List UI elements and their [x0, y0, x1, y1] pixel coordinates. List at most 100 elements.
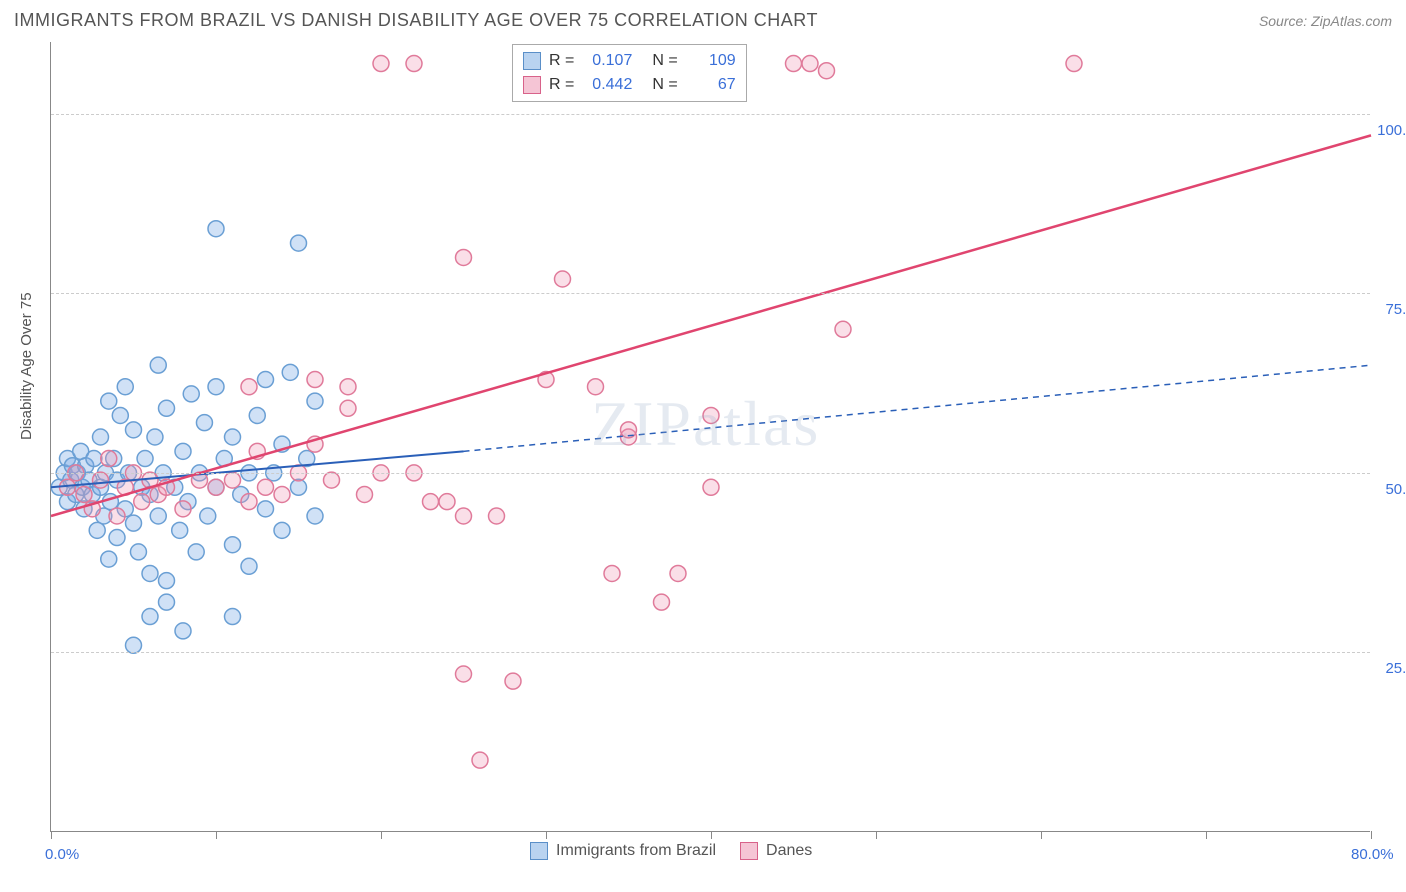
legend-r-value: 0.107	[582, 52, 632, 70]
data-point	[101, 451, 117, 467]
x-tick	[711, 831, 712, 839]
data-point	[282, 364, 298, 380]
data-point	[307, 393, 323, 409]
data-point	[126, 422, 142, 438]
correlation-legend: R =0.107N =109R =0.442N =67	[512, 44, 747, 102]
data-point	[703, 407, 719, 423]
data-point	[225, 472, 241, 488]
data-point	[241, 558, 257, 574]
data-point	[340, 400, 356, 416]
data-point	[307, 372, 323, 388]
data-point	[604, 565, 620, 581]
data-point	[200, 508, 216, 524]
gridline	[51, 473, 1370, 474]
legend-swatch	[740, 842, 758, 860]
data-point	[258, 372, 274, 388]
data-point	[406, 56, 422, 72]
x-tick	[1206, 831, 1207, 839]
data-point	[183, 386, 199, 402]
data-point	[130, 544, 146, 560]
y-axis-title: Disability Age Over 75	[18, 292, 35, 440]
legend-label: Danes	[766, 842, 812, 860]
data-point	[225, 537, 241, 553]
data-point	[109, 530, 125, 546]
data-point	[208, 479, 224, 495]
data-point	[291, 235, 307, 251]
legend-row: R =0.442N =67	[523, 73, 736, 97]
legend-n-label: N =	[652, 76, 677, 94]
data-point	[175, 443, 191, 459]
x-tick	[381, 831, 382, 839]
data-point	[274, 522, 290, 538]
data-point	[274, 486, 290, 502]
data-point	[588, 379, 604, 395]
data-point	[112, 407, 128, 423]
data-point	[423, 494, 439, 510]
data-point	[159, 594, 175, 610]
data-point	[439, 494, 455, 510]
y-tick-label: 25.0%	[1385, 660, 1406, 677]
data-point	[142, 609, 158, 625]
data-point	[835, 321, 851, 337]
data-point	[93, 472, 109, 488]
gridline	[51, 293, 1370, 294]
data-point	[126, 515, 142, 531]
legend-swatch	[523, 52, 541, 70]
chart-source: Source: ZipAtlas.com	[1259, 13, 1392, 29]
data-point	[196, 415, 212, 431]
legend-r-label: R =	[549, 52, 574, 70]
data-point	[291, 479, 307, 495]
trend-line-extension	[464, 365, 1372, 451]
data-point	[249, 407, 265, 423]
data-point	[175, 623, 191, 639]
data-point	[159, 573, 175, 589]
data-point	[225, 609, 241, 625]
legend-swatch	[523, 76, 541, 94]
data-point	[172, 522, 188, 538]
legend-item: Danes	[740, 842, 812, 860]
x-tick-label: 80.0%	[1351, 846, 1394, 863]
legend-swatch	[530, 842, 548, 860]
data-point	[307, 508, 323, 524]
data-point	[456, 666, 472, 682]
data-point	[819, 63, 835, 79]
x-tick	[1041, 831, 1042, 839]
data-point	[76, 486, 92, 502]
data-point	[456, 249, 472, 265]
data-point	[101, 551, 117, 567]
x-tick	[216, 831, 217, 839]
x-tick	[51, 831, 52, 839]
data-point	[188, 544, 204, 560]
data-point	[489, 508, 505, 524]
data-point	[373, 56, 389, 72]
data-point	[175, 501, 191, 517]
legend-row: R =0.107N =109	[523, 49, 736, 73]
data-point	[505, 673, 521, 689]
legend-n-value: 67	[686, 76, 736, 94]
series-legend: Immigrants from Brazil Danes	[530, 842, 812, 860]
data-point	[258, 501, 274, 517]
data-point	[472, 752, 488, 768]
data-point	[802, 56, 818, 72]
gridline	[51, 652, 1370, 653]
data-point	[703, 479, 719, 495]
data-point	[150, 357, 166, 373]
y-tick-label: 75.0%	[1385, 301, 1406, 318]
data-point	[357, 486, 373, 502]
data-point	[456, 508, 472, 524]
y-tick-label: 100.0%	[1377, 122, 1406, 139]
legend-item: Immigrants from Brazil	[530, 842, 716, 860]
y-tick-label: 50.0%	[1385, 481, 1406, 498]
data-point	[786, 56, 802, 72]
x-tick-label: 0.0%	[45, 846, 79, 863]
data-point	[126, 637, 142, 653]
data-point	[1066, 56, 1082, 72]
chart-svg	[51, 42, 1370, 831]
chart-header: IMMIGRANTS FROM BRAZIL VS DANISH DISABIL…	[14, 10, 1392, 31]
data-point	[654, 594, 670, 610]
data-point	[324, 472, 340, 488]
data-point	[101, 393, 117, 409]
legend-r-label: R =	[549, 76, 574, 94]
legend-n-label: N =	[652, 52, 677, 70]
legend-label: Immigrants from Brazil	[556, 842, 716, 860]
